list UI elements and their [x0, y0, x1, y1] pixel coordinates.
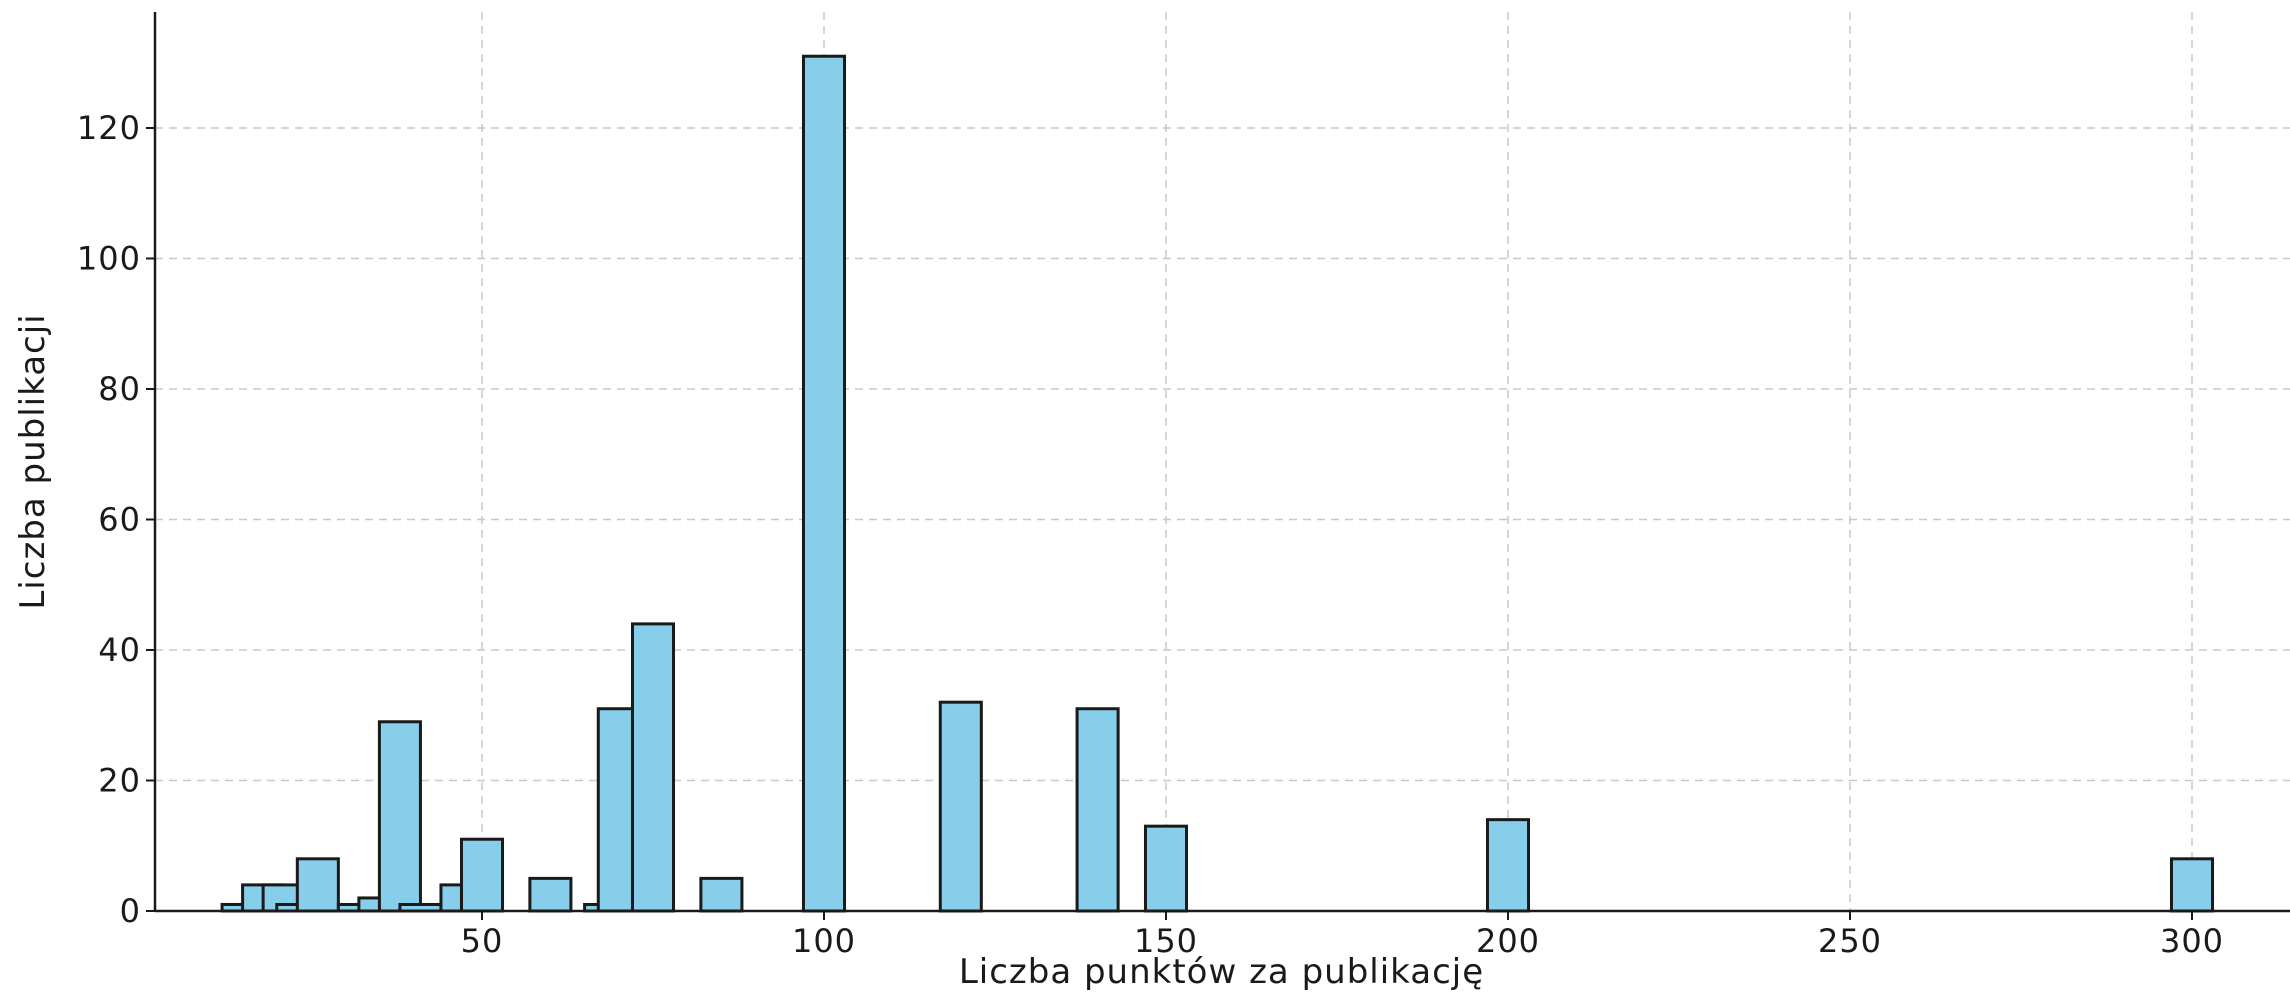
- histogram-bar: [801, 54, 847, 913]
- y-tick-label: 120: [77, 109, 141, 147]
- y-tick-label: 20: [98, 762, 141, 800]
- histogram-bar: [1485, 818, 1531, 913]
- bars: [220, 54, 2215, 913]
- y-tick-label: 100: [77, 240, 141, 278]
- histogram-bar: [459, 837, 505, 913]
- y-axis-label: Liczba publikacji: [13, 313, 53, 609]
- histogram-bar: [2169, 857, 2215, 913]
- grid-lines: [155, 12, 2290, 911]
- x-tick-label: 200: [1476, 922, 1540, 960]
- x-tick-label: 150: [1134, 922, 1198, 960]
- x-axis-label: Liczba punktów za publikację: [959, 952, 1484, 992]
- x-tick-label: 100: [792, 922, 856, 960]
- y-tick-label: 0: [120, 892, 141, 930]
- y-tick-label: 80: [98, 370, 141, 408]
- histogram-bar: [630, 622, 676, 913]
- histogram-bar: [938, 700, 983, 913]
- histogram-bar: [295, 857, 340, 913]
- histogram-bar: [699, 876, 744, 913]
- y-tick-label: 60: [98, 501, 141, 539]
- axes: [153, 12, 2290, 913]
- histogram-bar: [1143, 824, 1189, 913]
- histogram-bar: [528, 876, 573, 913]
- x-ticks: 50 100 150 200 250 300: [461, 911, 2224, 960]
- y-tick-label: 40: [98, 631, 141, 669]
- x-tick-label: 50: [461, 922, 504, 960]
- histogram-bar: [1075, 707, 1120, 913]
- x-tick-label: 250: [1818, 922, 1882, 960]
- y-ticks: 0 20 40 60 80 100 120: [77, 109, 155, 930]
- x-tick-label: 300: [2160, 922, 2224, 960]
- histogram-bar: [377, 720, 422, 913]
